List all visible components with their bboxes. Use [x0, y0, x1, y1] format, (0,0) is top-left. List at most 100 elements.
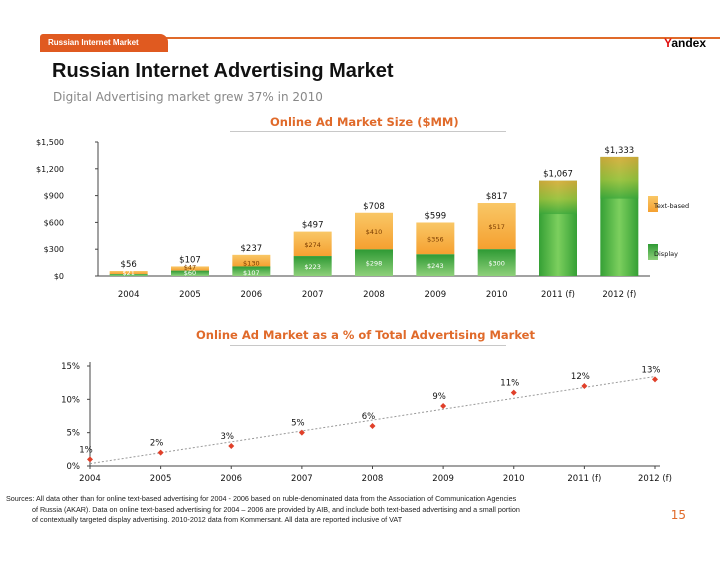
- legend-display-swatch: [648, 244, 658, 260]
- scatter-point: [298, 429, 305, 436]
- bar-x-tick-label: 2011 (f): [541, 290, 575, 300]
- bar-text-based-label: $517: [488, 223, 505, 231]
- bar-text-based-label: $47: [184, 264, 196, 272]
- scatter-x-tick-label: 2009: [432, 474, 454, 484]
- scatter-x-tick-label: 2012 (f): [638, 474, 672, 484]
- scatter-point: [581, 383, 588, 389]
- bar-total-label: $107: [179, 255, 201, 265]
- bar-y-tick-label: $0: [54, 272, 64, 281]
- scatter-value-label: 2%: [150, 439, 164, 449]
- scatter-point: [440, 403, 447, 409]
- bar-y-tick-label: $600: [44, 218, 64, 227]
- bar-display-label: $300: [488, 260, 505, 268]
- scatter-point: [510, 389, 517, 396]
- bar-x-tick-label: 2005: [179, 290, 201, 300]
- scatter-chart-title-underline: [230, 345, 506, 346]
- scatter-value-label: 9%: [432, 392, 446, 402]
- scatter-value-label: 12%: [571, 372, 590, 382]
- bar-total-label: $237: [241, 244, 263, 254]
- page-subtitle: Digital Advertising market grew 37% in 2…: [53, 90, 323, 104]
- scatter-point: [87, 456, 93, 463]
- bar-total-label: $497: [302, 221, 324, 231]
- scatter-value-label: 1%: [79, 445, 93, 455]
- legend-display-label: Display: [654, 250, 678, 258]
- bar-display: [477, 249, 516, 276]
- scatter-point: [369, 423, 376, 429]
- bar-x-tick-label: 2008: [363, 290, 385, 300]
- scatter-point: [157, 449, 164, 456]
- bar-x-tick-label: 2010: [486, 290, 508, 300]
- bar-chart-title: Online Ad Market Size ($MM): [270, 115, 459, 129]
- bar-text-based: [109, 270, 148, 275]
- scatter-x-tick-label: 2005: [150, 474, 172, 484]
- bar-display: [109, 274, 148, 276]
- section-tab[interactable]: Russian Internet Market: [40, 34, 168, 52]
- bar-total-label: $708: [363, 202, 385, 212]
- scatter-value-label: 6%: [362, 412, 376, 422]
- yandex-logo: Yandex: [663, 36, 706, 50]
- bar-chart-title-underline: [230, 131, 506, 132]
- legend-text-based-label: Text-based: [653, 202, 689, 210]
- bar-x-tick-label: 2009: [425, 290, 447, 300]
- scatter-value-label: 11%: [500, 379, 519, 389]
- bar-text-based-label: $410: [366, 228, 383, 236]
- bar-text-based: [293, 231, 332, 257]
- bar-x-tick-label: 2006: [241, 290, 263, 300]
- scatter-x-tick-label: 2008: [362, 474, 384, 484]
- scatter-x-tick-label: 2007: [291, 474, 313, 484]
- bar-display: [171, 270, 209, 276]
- bar-y-tick-label: $1,500: [36, 138, 64, 147]
- scatter-y-tick-label: 10%: [61, 395, 80, 405]
- legend-text-based-swatch: [648, 196, 658, 212]
- bar-total-label: $817: [486, 192, 508, 202]
- scatter-x-tick-label: 2004: [79, 474, 101, 484]
- scatter-y-tick-label: 5%: [67, 429, 81, 439]
- scatter-y-tick-label: 0%: [67, 462, 81, 472]
- sources-footnote: Sources: All data other than for online …: [6, 494, 520, 524]
- page-title: Russian Internet Advertising Market: [52, 60, 394, 82]
- bar-total-label: $1,333: [604, 146, 634, 156]
- bar-text-based-label: $130: [243, 259, 260, 267]
- bar-display-label: $60: [184, 269, 196, 277]
- scatter-chart: 0% 5% 10% 15% 2004 2005 2006 2007 2008 2009 2010 20…: [61, 362, 672, 484]
- scatter-x-tick-label: 2006: [220, 474, 242, 484]
- scatter-chart-title: Online Ad Market as a % of Total Adverti…: [196, 328, 535, 342]
- scatter-point: [228, 443, 235, 449]
- bar-display: [416, 254, 455, 276]
- bar-display-label: $21: [122, 269, 134, 277]
- scatter-trendline: [89, 376, 656, 465]
- bar-display-label: $107: [243, 269, 260, 277]
- bar-total-label: $1,067: [543, 170, 573, 180]
- bar-forecast-top: [539, 180, 577, 215]
- bar-text-based: [232, 254, 271, 267]
- bar-text-based: [416, 222, 455, 255]
- bar-y-tick-label: $300: [44, 245, 64, 254]
- bar-total-label: $599: [425, 211, 447, 221]
- scatter-x-tick-label: 2010: [503, 474, 525, 484]
- bar-display-label: $223: [304, 263, 321, 271]
- bar-text-based-label: $356: [427, 235, 444, 243]
- bar-chart: $0 $300 $600 $900 $1,200 $1,500 2004 $21$56 2005…: [36, 138, 689, 300]
- bar-x-tick-label: 2012 (f): [602, 290, 636, 300]
- bar-total-label: $56: [121, 260, 137, 270]
- bar-display-label: $243: [427, 262, 444, 270]
- scatter-x-tick-label: 2011 (f): [567, 474, 601, 484]
- header-bar: [40, 37, 720, 39]
- scatter-point: [652, 376, 658, 383]
- bar-x-tick-label: 2007: [302, 290, 324, 300]
- bar-display-label: $298: [366, 260, 383, 268]
- bar-forecast-top: [600, 156, 639, 199]
- scatter-value-label: 5%: [291, 419, 305, 429]
- bar-display: [355, 249, 393, 276]
- page-number: 15: [670, 508, 686, 522]
- bar-display: [293, 256, 332, 276]
- bar-text-based-label: $274: [304, 241, 321, 249]
- bar-y-tick-label: $1,200: [36, 165, 64, 174]
- scatter-value-label: 3%: [221, 432, 235, 442]
- scatter-y-tick-label: 15%: [61, 362, 80, 372]
- bar-x-tick-label: 2004: [118, 290, 140, 300]
- bar-display: [232, 266, 271, 276]
- scatter-value-label: 13%: [642, 365, 661, 375]
- bar-text-based: [477, 203, 516, 250]
- bar-text-based: [355, 212, 393, 250]
